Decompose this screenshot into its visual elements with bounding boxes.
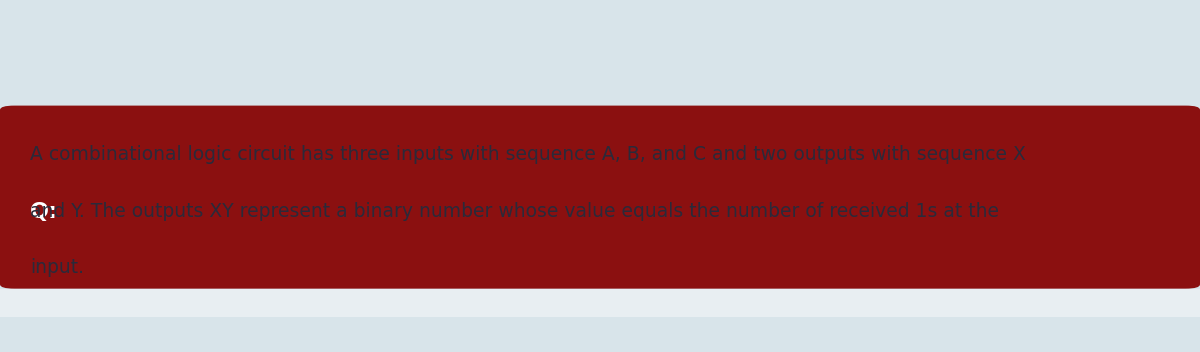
Bar [0, 289, 1200, 317]
Text: input.: input. [30, 258, 84, 277]
Bar [0, 317, 1200, 352]
Text: and Y. The outputs XY represent a binary number whose value equals the number of: and Y. The outputs XY represent a binary… [30, 202, 998, 221]
Text: A combinational logic circuit has three inputs with sequence A, B, and C and two: A combinational logic circuit has three … [30, 145, 1026, 164]
Text: Q:: Q: [30, 202, 58, 222]
FancyBboxPatch shape [0, 106, 1200, 289]
